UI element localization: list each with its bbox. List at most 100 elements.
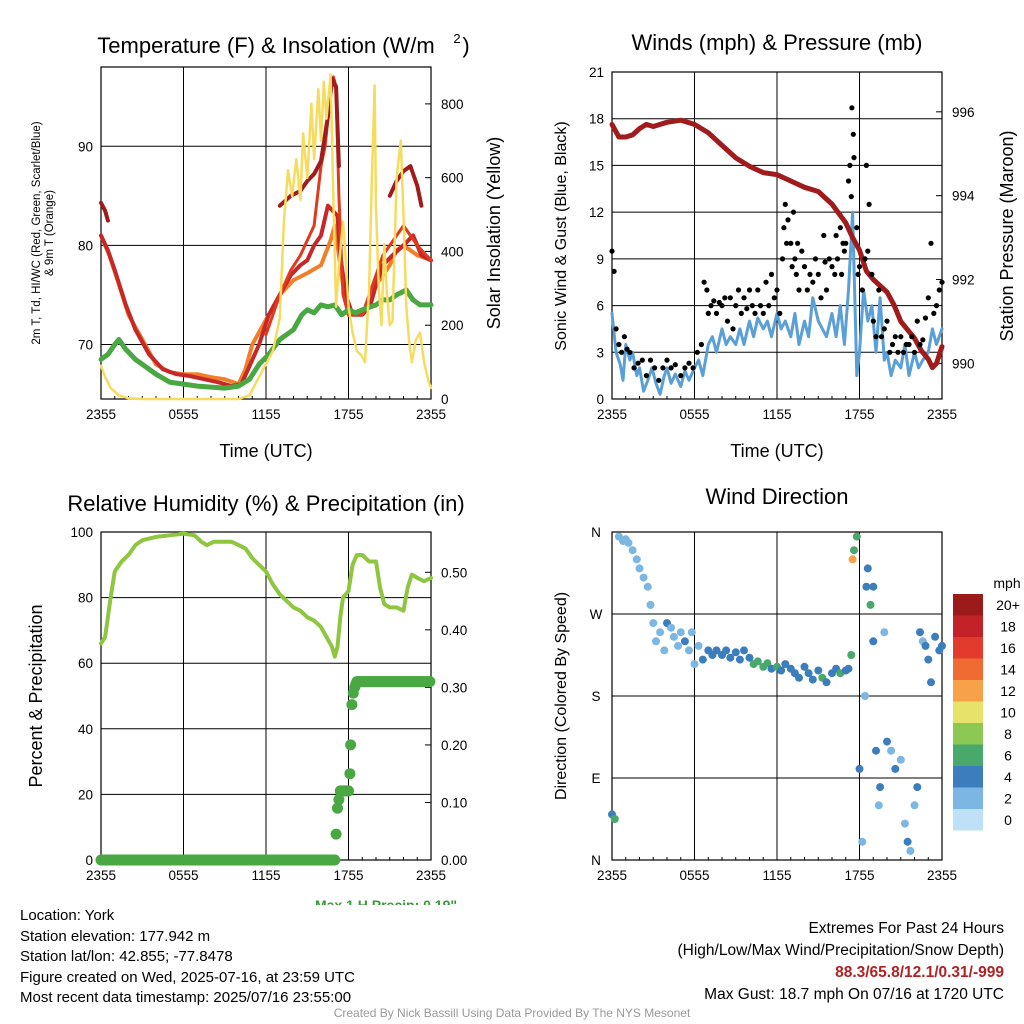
gust-point [856, 264, 863, 270]
gust-point [917, 341, 923, 348]
rh-title: Relative Humidity (%) & Precipitation (i… [67, 491, 464, 516]
gust-point [876, 287, 882, 293]
gust-point [881, 326, 887, 332]
rh-ytick-label-0: 0 [85, 853, 93, 868]
gust-point [647, 357, 654, 363]
legend-label-16: 16 [1000, 640, 1016, 656]
gust-point [771, 295, 777, 301]
gust-point [928, 240, 934, 246]
extremes-values: 88.3/65.8/12.1/0.31/-999 [835, 964, 1004, 981]
wdir-point [910, 801, 919, 810]
rh-xtick-label-1: 0555 [168, 868, 198, 883]
wind-ytick-label-5: 15 [589, 158, 604, 173]
wdir-point [880, 628, 889, 637]
gust-point [810, 279, 816, 285]
rh-ytick-label-1: 20 [78, 787, 93, 802]
wdir-point [921, 641, 930, 650]
gust-point [613, 326, 619, 332]
rh-ytick-label-5: 100 [70, 525, 93, 540]
meteogram-plots: 2355 0555 1155 1755 23557080900200400600800T… [26, 30, 1021, 905]
wind-ytick-label-6: 18 [589, 112, 604, 127]
gust-point [931, 310, 937, 316]
gust-point [833, 232, 839, 239]
legend-label-14: 14 [1000, 662, 1016, 678]
legend-label-20+: 20+ [996, 597, 1020, 613]
wdir-point [863, 564, 872, 573]
gust-point [656, 377, 662, 383]
gust-point [746, 287, 753, 293]
gust-point [865, 248, 871, 254]
figure-created: Figure created on Wed, 2025-07-16, at 23… [20, 968, 355, 986]
wdir-point [745, 653, 754, 662]
precip-point [333, 794, 345, 806]
gust-point [719, 303, 725, 309]
wdir-point [698, 655, 707, 664]
legend-swatch-16 [953, 637, 983, 659]
wdir-point [610, 815, 619, 823]
gust-point [727, 295, 733, 301]
wdir-point [753, 657, 762, 666]
gust-point [801, 264, 808, 270]
gust-point [733, 303, 739, 309]
wdir-ytick-label-3: W [590, 607, 603, 622]
temp-xlabel: Time (UTC) [219, 441, 312, 461]
wind-xtick-label-3: 1755 [844, 407, 874, 422]
wdir-point [931, 632, 940, 641]
wdir-point [916, 628, 924, 637]
gust-point [862, 256, 868, 262]
wdir-xtick-label-3: 1755 [844, 868, 874, 883]
gust-point [841, 248, 848, 254]
wdir-point [903, 837, 912, 846]
wdir-point [852, 532, 861, 541]
legend-swatch-8 [953, 723, 983, 745]
gust-point [859, 287, 865, 293]
wdir-point [669, 632, 678, 641]
legend-label-18: 18 [1000, 619, 1016, 635]
station-info: Location: York Station elevation: 177.94… [20, 906, 355, 1009]
precip-point [343, 785, 354, 797]
temp-title-close: ) [462, 33, 469, 58]
wdir-point [862, 582, 871, 591]
wdir-point [869, 637, 878, 646]
gust-point [815, 271, 821, 277]
wdir-point [900, 819, 909, 828]
wdir-xtick-label-4: 2355 [927, 868, 957, 883]
wdir-point [913, 783, 922, 792]
station-elevation: Station elevation: 177.942 m [20, 927, 211, 945]
temp-xtick-label-4: 2355 [416, 407, 446, 422]
wdir-point [866, 600, 875, 609]
gust-point [826, 256, 832, 262]
gust-point [812, 256, 819, 262]
recent-timestamp: Most recent data timestamp: 2025/07/16 2… [20, 989, 352, 1006]
wdir-point [660, 646, 669, 655]
gust-point [887, 349, 893, 355]
gust-point [837, 225, 843, 231]
legend-swatch-18 [953, 615, 983, 637]
rh-xtick-label-0: 2355 [86, 868, 116, 883]
wind-xtick-label-4: 2355 [927, 407, 957, 422]
temp-y2-label-2: 400 [441, 244, 464, 259]
gust-point [850, 131, 856, 137]
legend-title: mph [993, 575, 1020, 591]
gust-point [768, 271, 775, 277]
gust-point [643, 373, 650, 379]
gust-point [713, 310, 720, 316]
wdir-ylabel: Direction (Colored By Speed) [553, 592, 570, 800]
gust-point [722, 295, 728, 301]
wdir-point [858, 837, 867, 846]
gust-point [682, 365, 688, 371]
gust-point [777, 310, 783, 316]
gust-point [854, 225, 860, 231]
gust-point [851, 155, 857, 161]
gust-point [755, 287, 761, 293]
wdir-point [643, 582, 652, 591]
wind-ytick-label-4: 12 [589, 205, 604, 220]
legend-label-10: 10 [1000, 705, 1016, 721]
precip-point [344, 768, 356, 780]
wdir-point [800, 662, 809, 671]
wdir-point [883, 737, 891, 746]
gust-point [774, 287, 780, 293]
rh-y2-label-5: 0.50 [441, 565, 467, 580]
temp-y2label: Solar Insolation (Yellow) [484, 137, 504, 329]
temp-xtick-label-0: 2355 [86, 407, 116, 422]
